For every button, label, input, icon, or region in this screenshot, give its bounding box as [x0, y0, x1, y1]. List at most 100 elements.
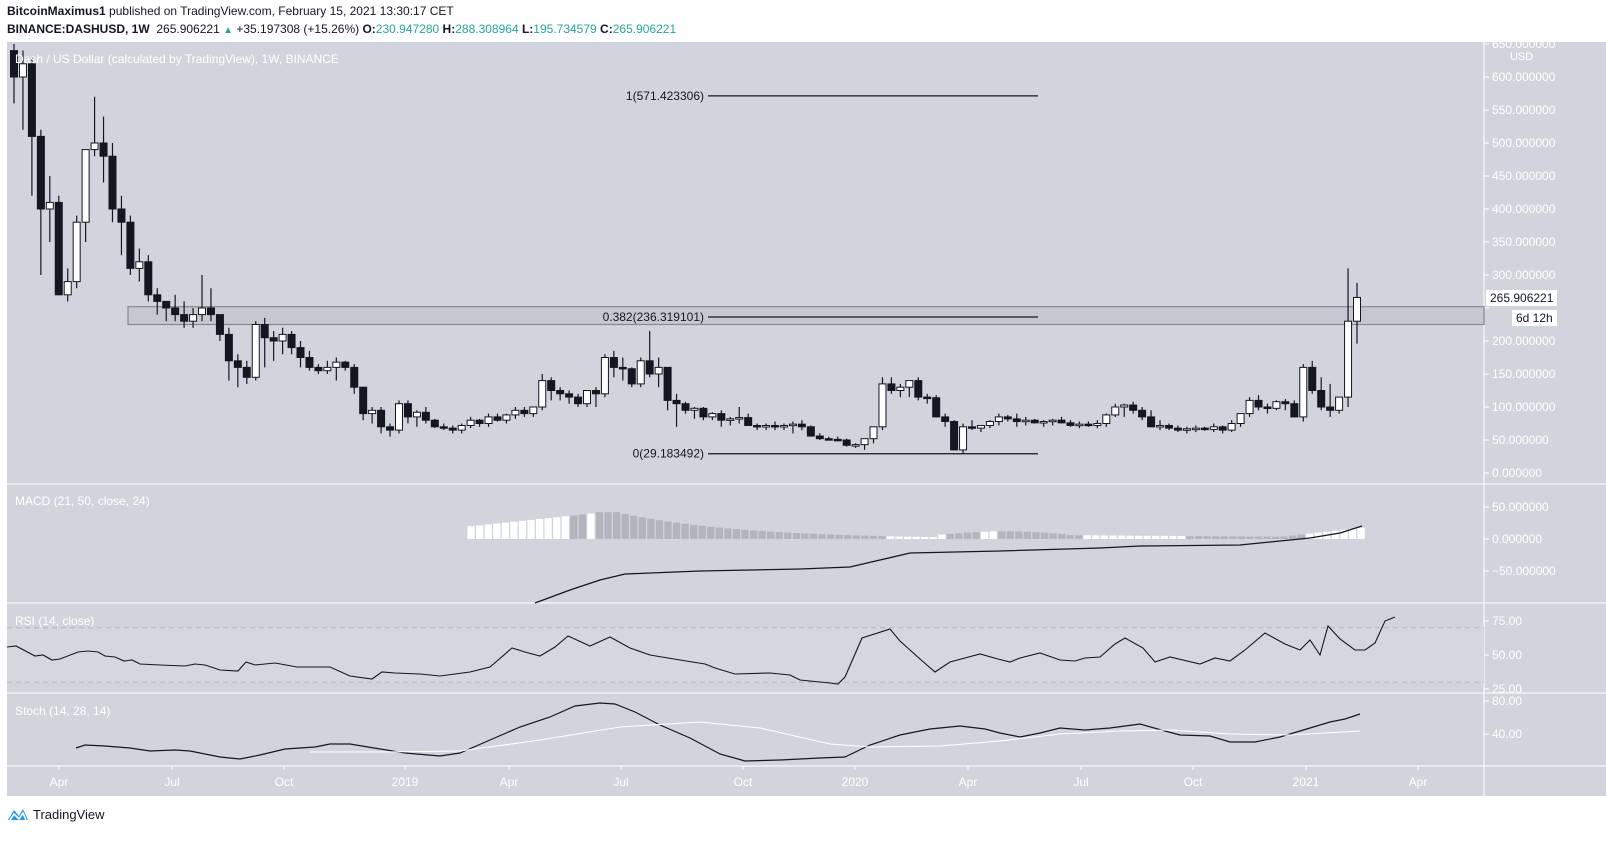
macd-histogram-bar: [1203, 536, 1211, 539]
candle-up: [1335, 396, 1344, 411]
rsi-tick-label: 25.00: [1492, 682, 1522, 696]
candle-up: [1039, 421, 1048, 424]
time-tick-label: Oct: [734, 775, 753, 789]
price-tick-label: 550.000000: [1492, 103, 1556, 117]
author-name[interactable]: BitcoinMaximus1: [7, 4, 106, 18]
logo-text: TradingView: [33, 806, 105, 822]
price-tick-label: 650.000000: [1492, 37, 1556, 51]
candle-down: [341, 361, 350, 368]
candle-up: [511, 409, 520, 416]
macd-histogram-bar: [1015, 531, 1023, 539]
rsi-pane-title[interactable]: RSI (14, close): [15, 614, 95, 628]
time-tick-label: Jul: [613, 775, 628, 789]
candle-up: [1048, 419, 1057, 423]
macd-histogram-bar: [1040, 532, 1049, 539]
candle-down: [305, 357, 314, 368]
candle-up: [851, 444, 860, 447]
macd-histogram-bar: [544, 518, 552, 539]
candle-up: [860, 438, 869, 446]
candle-up: [708, 413, 717, 418]
macd-histogram-bar: [655, 520, 664, 539]
macd-histogram-bar: [484, 524, 492, 539]
macd-histogram-bar: [527, 519, 535, 539]
stoch-d-line: [310, 721, 1361, 753]
macd-pane-title[interactable]: MACD (21, 50, close, 24): [15, 494, 150, 508]
candle-down: [663, 366, 672, 401]
macd-tick-label: 0.000000: [1492, 532, 1542, 546]
macd-histogram-bar: [621, 513, 629, 539]
high-value: 288.308964: [455, 22, 519, 36]
macd-histogram-bar: [869, 535, 878, 539]
candle-down: [547, 380, 556, 392]
stoch-tick-label: 40.00: [1492, 727, 1522, 741]
macd-histogram-bar: [698, 525, 706, 539]
time-tick-label: 2019: [392, 775, 419, 789]
candle-up: [1236, 413, 1245, 425]
candle-up: [1272, 401, 1281, 409]
candle-up: [72, 221, 81, 283]
macd-histogram-bar: [1049, 533, 1057, 539]
price-tick-label: 150.000000: [1492, 367, 1556, 381]
candle-down: [645, 360, 654, 375]
macd-histogram-bar: [1306, 533, 1314, 539]
ohlc-legend: BINANCE:DASHUSD, 1W 265.906221 ▲ +35.197…: [7, 22, 676, 36]
time-tick-label: Jul: [1073, 775, 1088, 789]
candle-down: [287, 333, 296, 349]
macd-histogram-bar: [767, 531, 775, 539]
candle-up: [1075, 423, 1084, 427]
macd-histogram-bar: [929, 537, 937, 539]
price-tick-label: 450.000000: [1492, 169, 1556, 183]
macd-histogram-bar: [1109, 535, 1117, 539]
macd-histogram-bar: [912, 536, 920, 539]
macd-histogram-bar: [895, 536, 903, 539]
countdown-tag: 6d 12h: [1512, 310, 1557, 326]
close-label: C:: [600, 22, 613, 36]
candle-up: [976, 424, 985, 429]
candle-down: [475, 419, 484, 425]
candle-up: [994, 416, 1003, 423]
macd-histogram-bar: [1092, 535, 1100, 539]
macd-histogram-bar: [980, 531, 989, 539]
candle-down: [681, 403, 690, 411]
macd-histogram-bar: [835, 534, 843, 539]
candle-down: [386, 426, 395, 431]
candle-down: [36, 135, 45, 210]
price-axis: [1484, 42, 1606, 796]
candle-down: [403, 403, 412, 418]
macd-histogram-bar: [587, 513, 595, 539]
candle-up: [394, 403, 403, 431]
macd-histogram-bar: [510, 521, 518, 539]
candle-down: [269, 337, 278, 342]
candle-up: [189, 314, 198, 322]
candle-down: [672, 399, 681, 405]
candle-down: [842, 439, 851, 446]
candle-down: [1218, 426, 1227, 431]
stoch-k-line: [75, 702, 1361, 762]
macd-histogram-bar: [844, 535, 852, 539]
candle-down: [117, 208, 126, 223]
candle-up: [654, 366, 663, 375]
macd-histogram-bar: [1280, 536, 1288, 539]
candle-down: [771, 424, 780, 428]
candle-up: [278, 333, 287, 342]
macd-histogram-bar: [955, 533, 963, 539]
candle-down: [153, 294, 162, 302]
price-tick-label: 300.000000: [1492, 268, 1556, 282]
stoch-pane-title[interactable]: Stoch (14, 28, 14): [15, 704, 111, 718]
macd-histogram-bar: [1348, 528, 1357, 539]
candle-up: [1111, 406, 1120, 416]
macd-histogram-bar: [809, 533, 818, 539]
candle-up: [1093, 423, 1102, 426]
candle-down: [717, 413, 726, 421]
candle-down: [233, 360, 242, 368]
candle-down: [1173, 427, 1182, 431]
time-tick-label: Apr: [1409, 775, 1428, 789]
tradingview-logo[interactable]: TradingView: [7, 806, 105, 822]
candle-down: [260, 324, 269, 339]
macd-histogram-bar: [612, 512, 621, 539]
candle-up: [1021, 419, 1030, 423]
time-tick-label: Oct: [275, 775, 294, 789]
macd-histogram-bar: [861, 535, 869, 539]
candle-down: [797, 423, 806, 428]
